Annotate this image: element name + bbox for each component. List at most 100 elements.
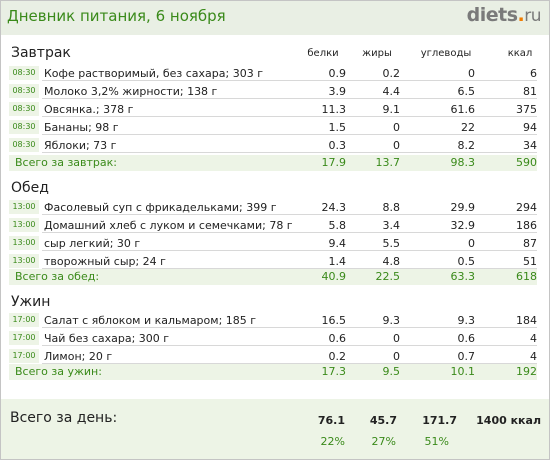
fat-value: 0	[393, 121, 400, 134]
header-bar: Дневник питания, 6 ноября diets.ru	[1, 1, 549, 35]
fat-value: 0	[393, 350, 400, 363]
meal-total-label: Всего за ужин:	[15, 365, 102, 378]
food-name: Яблоки; 73 г	[44, 139, 117, 152]
meal-time: 13:00	[9, 218, 39, 232]
diets-logo[interactable]: diets.ru	[466, 4, 542, 26]
food-name: Салат с яблоком и кальмаром; 185 г	[44, 314, 257, 327]
meal-total-label: Всего за завтрак:	[15, 156, 118, 169]
day-total-label: Всего за день:	[10, 410, 118, 426]
carbs-value: 0	[468, 237, 475, 250]
protein-value: 16.5	[321, 314, 347, 327]
carbs-value: 32.9	[450, 219, 476, 232]
day-protein-percent: 22%	[320, 435, 345, 448]
food-name: Домашний хлеб с луком и семечками; 78 г	[44, 219, 293, 232]
meal-time: 13:00	[9, 236, 39, 250]
protein-value: 1.5	[328, 121, 347, 134]
meal-title-lunch: Обед	[11, 180, 49, 196]
table-row: 17:00 Салат с яблоком и кальмаром; 185 г…	[9, 313, 537, 329]
meal-time: 17:00	[9, 349, 39, 363]
day-fat-total: 45.7	[369, 414, 397, 427]
kcal-value: 375	[516, 103, 537, 116]
carbs-value: 0.6	[457, 332, 476, 345]
row-divider	[42, 120, 537, 135]
kcal-value: 94	[523, 121, 537, 134]
kcal-value: 186	[516, 219, 537, 232]
logo-dot: .	[517, 4, 525, 26]
fat-value: 4.8	[382, 255, 401, 268]
protein-value: 24.3	[321, 201, 347, 214]
meal-total-lunch: Всего за обед: 40.9 22.5 63.3 618	[9, 269, 537, 285]
row-divider	[42, 349, 537, 364]
logo-name: diets	[466, 4, 518, 26]
kcal-total: 192	[516, 365, 537, 378]
fat-total: 22.5	[375, 270, 401, 283]
meal-total-dinner: Всего за ужин: 17.3 9.5 10.1 192	[9, 364, 537, 380]
food-name: Лимон; 20 г	[44, 350, 113, 363]
protein-value: 0.6	[328, 332, 347, 345]
meal-title-dinner: Ужин	[11, 294, 51, 310]
meal-time: 08:30	[9, 66, 39, 80]
row-divider	[42, 236, 537, 251]
kcal-value: 51	[523, 255, 537, 268]
fat-value: 8.8	[382, 201, 401, 214]
kcal-total: 618	[516, 270, 537, 283]
row-divider	[42, 84, 537, 99]
table-row: 08:30 Кофе растворимый, без сахара; 303 …	[9, 66, 537, 82]
food-name: Овсянка.; 378 г	[44, 103, 134, 116]
carbs-value: 22	[461, 121, 475, 134]
protein-total: 17.9	[321, 156, 347, 169]
carbs-value: 61.6	[450, 103, 476, 116]
meal-time: 08:30	[9, 138, 39, 152]
row-divider	[42, 200, 537, 215]
table-row: 13:00 сыр легкий; 30 г 9.4 5.5 0 87	[9, 236, 537, 252]
table-row: 13:00 Домашний хлеб с луком и семечками;…	[9, 218, 537, 234]
protein-value: 5.8	[328, 219, 347, 232]
carbs-value: 9.3	[457, 314, 476, 327]
day-total: Всего за день: 76.1 45.7 171.7 1400 ккал…	[1, 399, 549, 459]
meal-time: 13:00	[9, 254, 39, 268]
meal-total-breakfast: Всего за завтрак: 17.9 13.7 98.3 590	[9, 155, 537, 171]
protein-value: 9.4	[328, 237, 347, 250]
row-divider	[42, 138, 537, 153]
food-name: Чай без сахара; 300 г	[44, 332, 170, 345]
fat-value: 0	[393, 139, 400, 152]
day-carbs-total: 171.7	[422, 414, 457, 427]
carbs-total: 63.3	[450, 270, 476, 283]
meal-time: 08:30	[9, 84, 39, 98]
protein-value: 0.3	[328, 139, 347, 152]
table-row: 17:00 Чай без сахара; 300 г 0.6 0 0.6 4	[9, 331, 537, 347]
carbs-value: 0	[468, 67, 475, 80]
fat-value: 3.4	[382, 219, 401, 232]
protein-value: 11.3	[321, 103, 347, 116]
table-row: 08:30 Бананы; 98 г 1.5 0 22 94	[9, 120, 537, 136]
day-fat-percent: 27%	[371, 435, 396, 448]
day-protein-total: 76.1	[317, 414, 345, 427]
meal-total-label: Всего за обед:	[15, 270, 100, 283]
table-row: 17:00 Лимон; 20 г 0.2 0 0.7 4	[9, 349, 537, 365]
table-row: 08:30 Молоко 3,2% жирности; 138 г 3.9 4.…	[9, 84, 537, 100]
food-name: сыр легкий; 30 г	[44, 237, 141, 250]
meal-time: 17:00	[9, 313, 39, 327]
kcal-value: 87	[523, 237, 537, 250]
logo-tld: ru	[524, 6, 541, 26]
food-name: Фасолевый суп с фрикадельками; 399 г	[44, 201, 277, 214]
carbs-value: 6.5	[457, 85, 476, 98]
protein-value: 0.9	[328, 67, 347, 80]
carbs-total: 10.1	[450, 365, 476, 378]
page-title: Дневник питания, 6 ноября	[7, 7, 226, 25]
meal-time: 13:00	[9, 200, 39, 214]
food-name: Молоко 3,2% жирности; 138 г	[44, 85, 218, 98]
meal-title-breakfast: Завтрак	[11, 45, 71, 61]
kcal-value: 4	[530, 332, 537, 345]
carbs-value: 0.5	[457, 255, 476, 268]
day-kcal-total: 1400 ккал	[476, 414, 541, 427]
carbs-value: 0.7	[457, 350, 476, 363]
kcal-value: 6	[530, 67, 537, 80]
kcal-total: 590	[516, 156, 537, 169]
kcal-value: 184	[516, 314, 537, 327]
fat-total: 13.7	[375, 156, 401, 169]
protein-value: 3.9	[328, 85, 347, 98]
column-header-carbs: углеводы	[420, 48, 472, 59]
meal-time: 08:30	[9, 102, 39, 116]
